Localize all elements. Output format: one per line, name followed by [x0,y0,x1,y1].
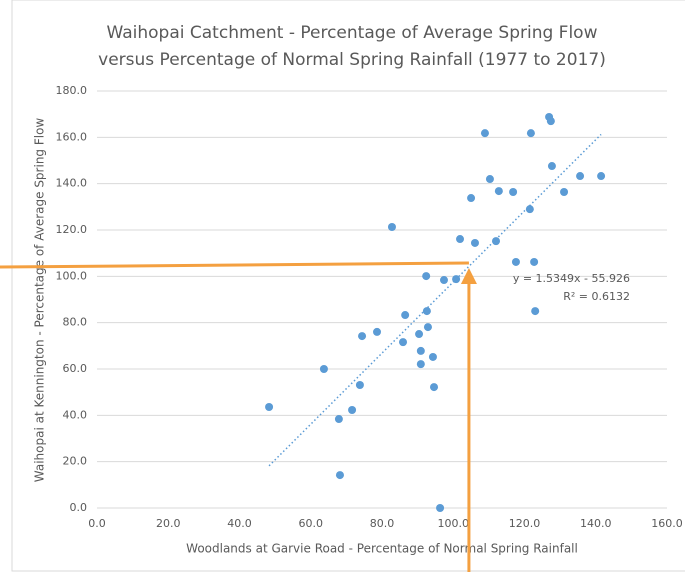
annotation-arrowhead [460,268,477,285]
x-tick-label: 80.0 [370,517,395,530]
data-point [480,129,489,138]
data-point [597,172,606,181]
data-point [415,330,424,339]
x-axis-title: Woodlands at Garvie Road - Percentage of… [186,542,578,556]
y-tick-label: 140.0 [56,177,88,190]
data-point [422,307,431,316]
data-point [547,162,556,171]
data-point [348,406,357,415]
data-point [560,188,569,197]
data-point [416,346,425,355]
chart-frame [11,0,685,572]
y-tick-label: 80.0 [63,316,88,329]
data-point [422,272,431,281]
y-tick-label: 160.0 [56,130,88,143]
data-point [399,338,408,347]
data-point [265,402,274,411]
y-tick-label: 20.0 [63,455,88,468]
y-tick-label: 100.0 [56,269,88,282]
x-tick-label: 160.0 [651,517,683,530]
data-point [531,307,540,316]
data-point [576,172,585,181]
annotation-h [0,261,469,269]
data-point [546,117,555,126]
y-tick-label: 60.0 [63,362,88,375]
data-point [373,327,382,336]
data-point [470,238,479,247]
x-tick-label: 60.0 [299,517,324,530]
data-point [452,275,461,284]
data-point [358,332,367,341]
data-point [387,222,396,231]
data-point [467,194,476,203]
data-point [509,188,518,197]
data-point [485,175,494,184]
x-tick-label: 120.0 [509,517,541,530]
x-tick-label: 0.0 [88,517,106,530]
data-point [335,471,344,480]
data-point [530,257,539,266]
trendline-equation: y = 1.5349x - 55.926 [513,272,630,285]
data-point [439,276,448,285]
y-tick-label: 120.0 [56,223,88,236]
data-point [525,205,534,214]
x-tick-label: 20.0 [156,517,181,530]
data-point [319,365,328,373]
data-point [526,129,535,138]
data-point [355,380,364,389]
data-point [334,415,343,424]
trendline-r2: R² = 0.6132 [563,290,630,303]
y-tick-label: 180.0 [56,84,88,97]
data-point [492,237,500,246]
y-tick-label: 40.0 [63,408,88,421]
y-tick-label: 0.0 [70,501,88,514]
data-point [456,235,465,244]
x-tick-label: 40.0 [227,517,252,530]
data-point [511,257,520,266]
data-point [494,187,503,196]
data-point [416,360,425,369]
x-tick-label: 100.0 [438,517,470,530]
data-point [430,383,439,392]
data-point [401,311,410,320]
chart-title: versus Percentage of Normal Spring Rainf… [98,50,606,70]
data-point [423,323,432,332]
y-axis-title: Waihopai at Kennington - Percentage of A… [33,118,47,483]
data-point [428,352,437,361]
chart-title: Waihopai Catchment - Percentage of Avera… [107,23,598,43]
data-point [436,504,445,512]
x-tick-label: 140.0 [580,517,612,530]
